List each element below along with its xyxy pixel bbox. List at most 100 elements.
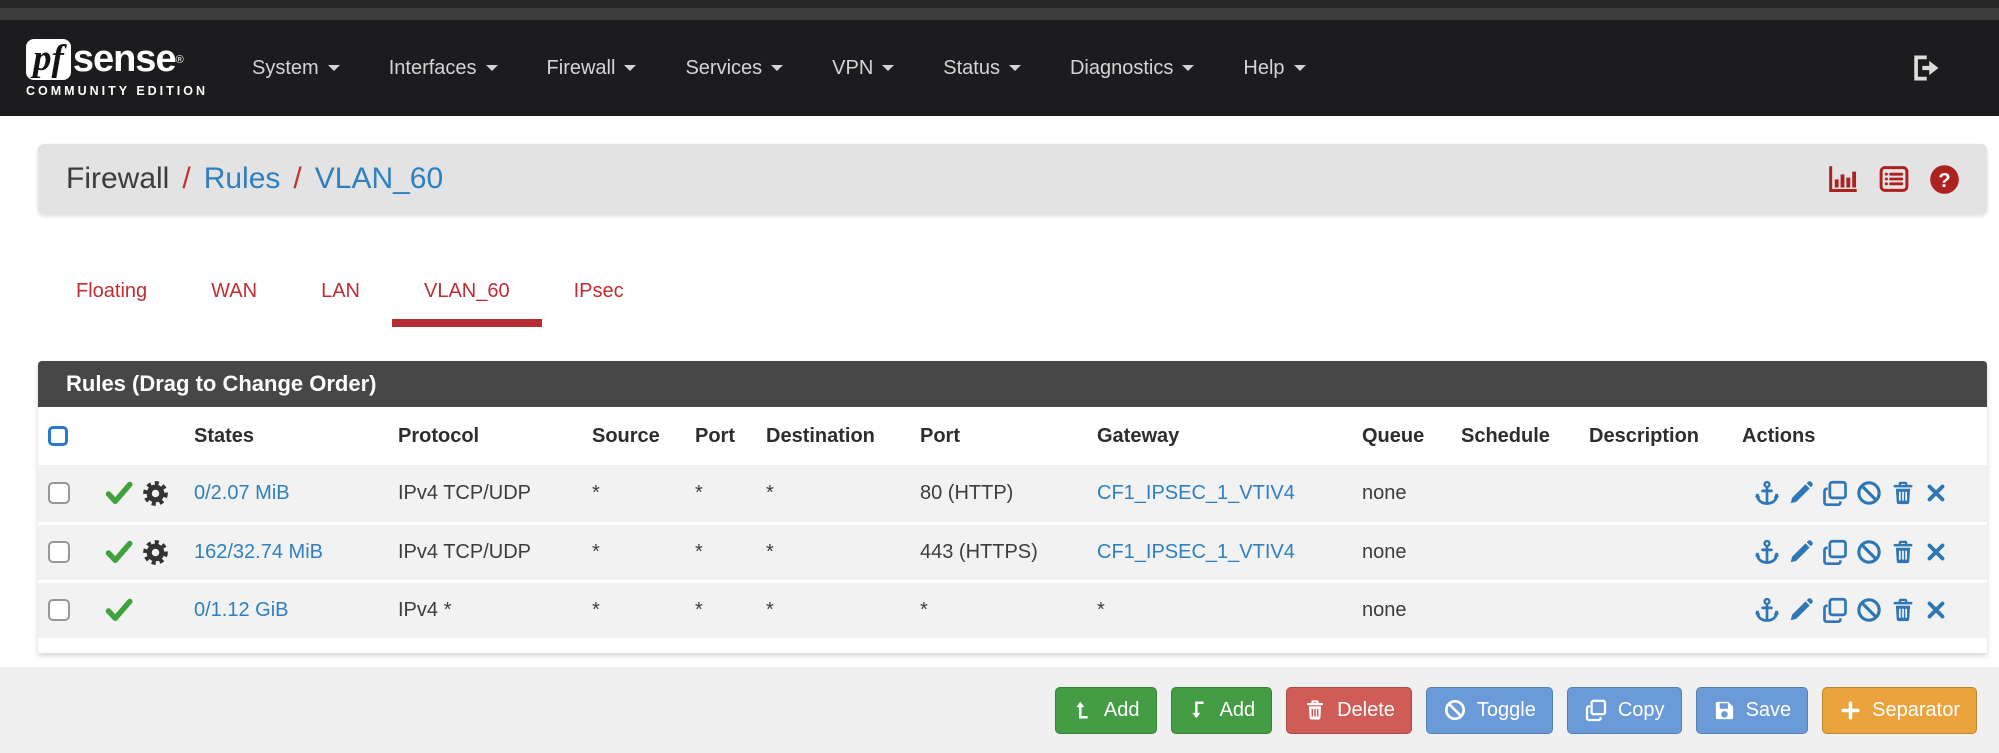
tab-lan[interactable]: LAN (321, 280, 360, 302)
tab-wan[interactable]: WAN (211, 280, 258, 302)
anchor-icon[interactable] (1753, 596, 1781, 624)
copy-rules-button[interactable]: Copy (1566, 686, 1682, 734)
menu-interfaces[interactable]: Interfaces (389, 57, 498, 80)
destination-cell: * (766, 465, 920, 525)
queue-cell: none (1362, 581, 1461, 641)
button-label: Save (1745, 698, 1792, 721)
caret-down-icon (1008, 65, 1021, 72)
menu-diagnostics[interactable]: Diagnostics (1069, 56, 1195, 80)
save-order-button[interactable]: Save (1695, 686, 1809, 734)
brand-sense-text: sense (72, 38, 177, 80)
gateway-link[interactable]: CF1_IPSEC_1_VTIV4 (1097, 481, 1295, 504)
menu-label: Help (1243, 56, 1285, 79)
queue-column-header: Queue (1362, 407, 1461, 465)
main-menu: System Interfaces Firewall Services VPN … (252, 56, 1306, 80)
breadcrumb: Firewall / Rules / VLAN_60 (66, 162, 443, 196)
trash-icon[interactable] (1889, 538, 1917, 566)
pass-check-icon (104, 478, 134, 508)
menu-firewall[interactable]: Firewall (547, 57, 637, 80)
log-list-icon[interactable] (1876, 162, 1912, 196)
table-row[interactable]: 0/1.12 GiB IPv4 * * * * * * none (38, 581, 1987, 641)
pencil-icon[interactable] (1787, 596, 1815, 624)
button-label: Copy (1617, 698, 1665, 721)
states-link[interactable]: 0/1.12 GiB (194, 598, 289, 621)
row-checkbox[interactable] (48, 599, 70, 622)
ban-icon[interactable] (1855, 538, 1883, 566)
add-rule-bottom-button[interactable]: Add (1170, 686, 1273, 734)
add-rule-top-button[interactable]: Add (1054, 686, 1157, 734)
delete-rules-button[interactable]: Delete (1286, 686, 1412, 734)
menu-label: Status (943, 56, 1000, 79)
source-cell: * (592, 465, 695, 525)
rules-panel: Rules (Drag to Change Order) States Prot… (38, 361, 1987, 653)
description-cell (1589, 581, 1742, 641)
button-label: Separator (1872, 698, 1960, 721)
states-link[interactable]: 162/32.74 MiB (194, 540, 323, 563)
anchor-icon[interactable] (1753, 538, 1781, 566)
protocol-cell: IPv4 TCP/UDP (398, 523, 592, 583)
menu-help[interactable]: Help (1243, 56, 1306, 80)
pencil-icon[interactable] (1787, 538, 1815, 566)
source-port-cell: * (695, 465, 766, 525)
rules-table: States Protocol Source Port Destination … (38, 407, 1987, 641)
close-icon[interactable] (1923, 539, 1949, 565)
source-port-column-header: Port (695, 407, 766, 465)
rule-action-buttons: Add Add Delete Toggle Copy Save Separato… (38, 686, 1977, 734)
level-down-icon (1188, 699, 1210, 721)
caret-down-icon (1182, 65, 1195, 72)
protocol-cell: IPv4 TCP/UDP (398, 465, 592, 525)
anchor-icon[interactable] (1753, 479, 1781, 507)
pfsense-logo[interactable]: pf sense ® COMMUNITY EDITION (26, 38, 208, 98)
breadcrumb-separator: / (182, 162, 191, 195)
menu-label: System (252, 56, 319, 79)
add-separator-button[interactable]: Separator (1822, 686, 1977, 734)
close-icon[interactable] (1923, 597, 1949, 623)
row-checkbox[interactable] (48, 482, 70, 505)
menu-label: Diagnostics (1069, 56, 1174, 79)
row-checkbox[interactable] (48, 541, 70, 564)
menu-status[interactable]: Status (943, 57, 1021, 80)
gateway-link[interactable]: CF1_IPSEC_1_VTIV4 (1097, 540, 1295, 563)
breadcrumb-page-link[interactable]: VLAN_60 (314, 162, 444, 195)
trash-icon[interactable] (1889, 596, 1917, 624)
caret-down-icon (485, 65, 498, 72)
bar-chart-icon[interactable] (1825, 162, 1861, 196)
row-actions (1742, 479, 1987, 507)
menu-services[interactable]: Services (685, 57, 784, 80)
close-icon[interactable] (1923, 480, 1949, 506)
tab-vlan-60[interactable]: VLAN_60 (391, 268, 542, 327)
table-header-row: States Protocol Source Port Destination … (38, 407, 1987, 465)
select-all-checkbox[interactable] (48, 426, 68, 447)
tab-floating[interactable]: Floating (76, 280, 148, 302)
states-link[interactable]: 0/2.07 MiB (194, 481, 290, 504)
menu-system[interactable]: System (252, 57, 340, 80)
help-circle-icon[interactable] (1927, 162, 1962, 197)
menu-vpn[interactable]: VPN (832, 57, 895, 80)
level-up-icon (1072, 699, 1094, 721)
page-tool-icons (1825, 162, 1962, 197)
destination-port-cell: 80 (HTTP) (920, 465, 1097, 525)
gateway-column-header: Gateway (1097, 407, 1362, 465)
copy-icon[interactable] (1821, 596, 1849, 624)
ban-icon[interactable] (1855, 479, 1883, 507)
table-row[interactable]: 0/2.07 MiB IPv4 TCP/UDP * * * 80 (HTTP) … (38, 465, 1987, 525)
copy-icon[interactable] (1821, 538, 1849, 566)
breadcrumb-section-link[interactable]: Rules (203, 162, 281, 195)
toggle-rules-button[interactable]: Toggle (1425, 686, 1553, 734)
tab-ipsec[interactable]: IPsec (573, 280, 624, 302)
ban-icon[interactable] (1855, 596, 1883, 624)
sign-out-icon[interactable] (1909, 51, 1943, 85)
schedule-cell (1461, 581, 1589, 641)
breadcrumb-bar: Firewall / Rules / VLAN_60 (38, 144, 1987, 214)
button-label: Add (1219, 698, 1256, 721)
description-column-header: Description (1589, 407, 1742, 465)
pencil-icon[interactable] (1787, 479, 1815, 507)
button-label: Toggle (1476, 698, 1536, 721)
destination-port-cell: 443 (HTTPS) (920, 523, 1097, 583)
button-label: Delete (1337, 698, 1395, 721)
trash-icon[interactable] (1889, 479, 1917, 507)
table-row[interactable]: 162/32.74 MiB IPv4 TCP/UDP * * * 443 (HT… (38, 523, 1987, 583)
copy-icon[interactable] (1821, 479, 1849, 507)
menu-label: Firewall (546, 56, 616, 79)
caret-down-icon (771, 65, 784, 72)
